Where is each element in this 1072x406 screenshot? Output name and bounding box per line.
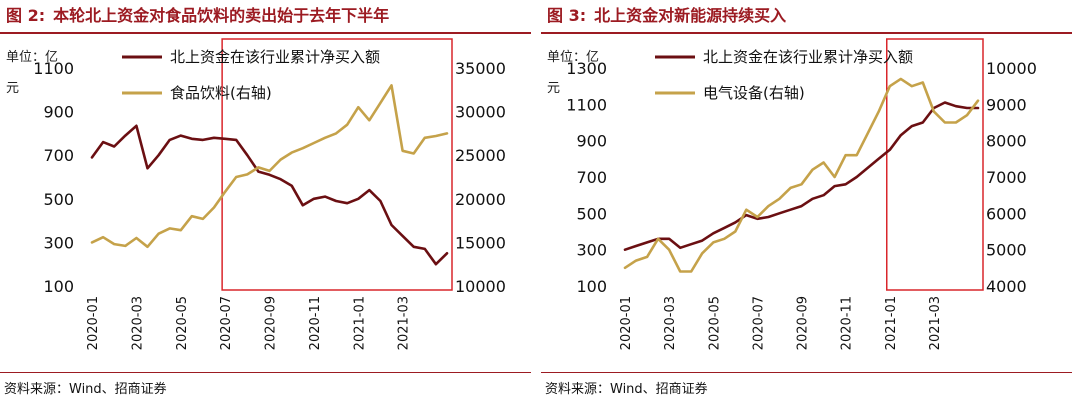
y-right-tick-label: 6000	[986, 204, 1027, 223]
figure-title-text: 北上资金对新能源持续买入	[594, 6, 787, 25]
y-left-tick-label: 900	[576, 132, 607, 151]
x-tick-label: 2021-01	[352, 296, 367, 350]
legend-label: 食品饮料(右轴)	[170, 84, 272, 102]
x-tick-label: 2020-01	[619, 296, 634, 350]
y-left-tick-label: 300	[576, 241, 607, 260]
y-right-tick-label: 20000	[455, 190, 506, 209]
y-right-tick-label: 30000	[455, 103, 506, 122]
y-left-tick-label: 700	[43, 146, 74, 165]
y-left-tick-label: 1300	[566, 59, 607, 78]
figure-title: 图 2: 本轮北上资金对食品饮料的卖出始于去年下半年	[6, 2, 389, 30]
line-chart-power-equipment: 100 300 500 700 900 1100 1300 4000 5000 6000 7000 8…	[547, 38, 1037, 350]
y-right-tick-label: 10000	[455, 277, 506, 296]
y-right-tick-label: 15000	[455, 233, 506, 252]
y-left-tick-label: 500	[576, 204, 607, 223]
x-tick-label: 2020-07	[751, 296, 766, 350]
x-tick-label: 2020-05	[707, 296, 722, 350]
y-left-tick-label: 100	[43, 277, 74, 296]
x-tick-label: 2021-03	[397, 296, 412, 350]
y-left-tick-label: 1100	[566, 95, 607, 114]
highlight-box	[886, 38, 984, 291]
x-tick-label: 2020-09	[796, 296, 811, 350]
y-right-tick-label: 25000	[455, 146, 506, 165]
figure-title: 图 3: 北上资金对新能源持续买入	[547, 2, 786, 30]
title-divider	[0, 32, 531, 34]
figure-title-text: 本轮北上资金对食品饮料的卖出始于去年下半年	[53, 6, 390, 25]
y-right-tick-label: 8000	[986, 132, 1027, 151]
series-line-net-buy	[90, 124, 449, 266]
y-left-tick-label: 700	[576, 168, 607, 187]
y-right-tick-label: 9000	[986, 95, 1027, 114]
x-tick-label: 2020-07	[219, 296, 234, 350]
chart-panel-food-beverage: 图 2: 本轮北上资金对食品饮料的卖出始于去年下半年 100 300 500 700 90…	[0, 0, 531, 406]
axis-unit-label-2: 元	[547, 81, 560, 96]
figure-number: 图 3:	[547, 6, 587, 25]
x-tick-label: 2020-11	[840, 296, 855, 350]
highlight-box	[221, 38, 453, 291]
y-left-tick-label: 100	[576, 277, 607, 296]
figure-number: 图 2:	[6, 6, 46, 25]
x-tick-label: 2020-03	[130, 296, 145, 350]
x-tick-label: 2020-05	[175, 296, 190, 350]
legend-label: 电气设备(右轴)	[703, 84, 805, 102]
axis-unit-label: 单位：亿	[547, 50, 599, 65]
x-tick-label: 2020-09	[264, 296, 279, 350]
y-left-tick-label: 300	[43, 233, 74, 252]
x-tick-label: 2021-01	[884, 296, 899, 350]
source-divider	[0, 372, 531, 373]
y-left-tick-label: 900	[43, 103, 74, 122]
chart-panel-power-equipment: 图 3: 北上资金对新能源持续买入 100 300 500 700 900 1100 1300…	[541, 0, 1072, 406]
y-right-tick-label: 4000	[986, 277, 1027, 296]
source-divider	[541, 372, 1072, 373]
y-right-tick-label: 5000	[986, 241, 1027, 260]
line-chart-food-beverage: 100 300 500 700 900 1100 10000 15000 20000 25000 3…	[6, 38, 506, 350]
y-right-tick-label: 7000	[986, 168, 1027, 187]
y-right-tick-label: 10000	[986, 59, 1037, 78]
source-note: 资料来源：Wind、招商证券	[4, 382, 167, 397]
title-divider	[541, 32, 1072, 34]
series-line-index	[623, 77, 980, 273]
legend-label: 北上资金在该行业累计净买入额	[170, 48, 380, 66]
x-tick-label: 2020-11	[308, 296, 323, 350]
axis-unit-label-2: 元	[6, 81, 19, 96]
y-left-tick-label: 1100	[33, 59, 74, 78]
series-line-index	[90, 84, 449, 249]
axis-unit-label: 单位：亿	[6, 50, 58, 65]
legend-label: 北上资金在该行业累计净买入额	[703, 48, 913, 66]
x-tick-label: 2021-03	[928, 296, 943, 350]
y-left-tick-label: 500	[43, 190, 74, 209]
y-right-tick-label: 35000	[455, 59, 506, 78]
x-tick-label: 2020-03	[663, 296, 678, 350]
x-tick-label: 2020-01	[86, 296, 101, 350]
source-note: 资料来源：Wind、招商证券	[545, 382, 708, 397]
series-line-net-buy	[623, 101, 980, 251]
